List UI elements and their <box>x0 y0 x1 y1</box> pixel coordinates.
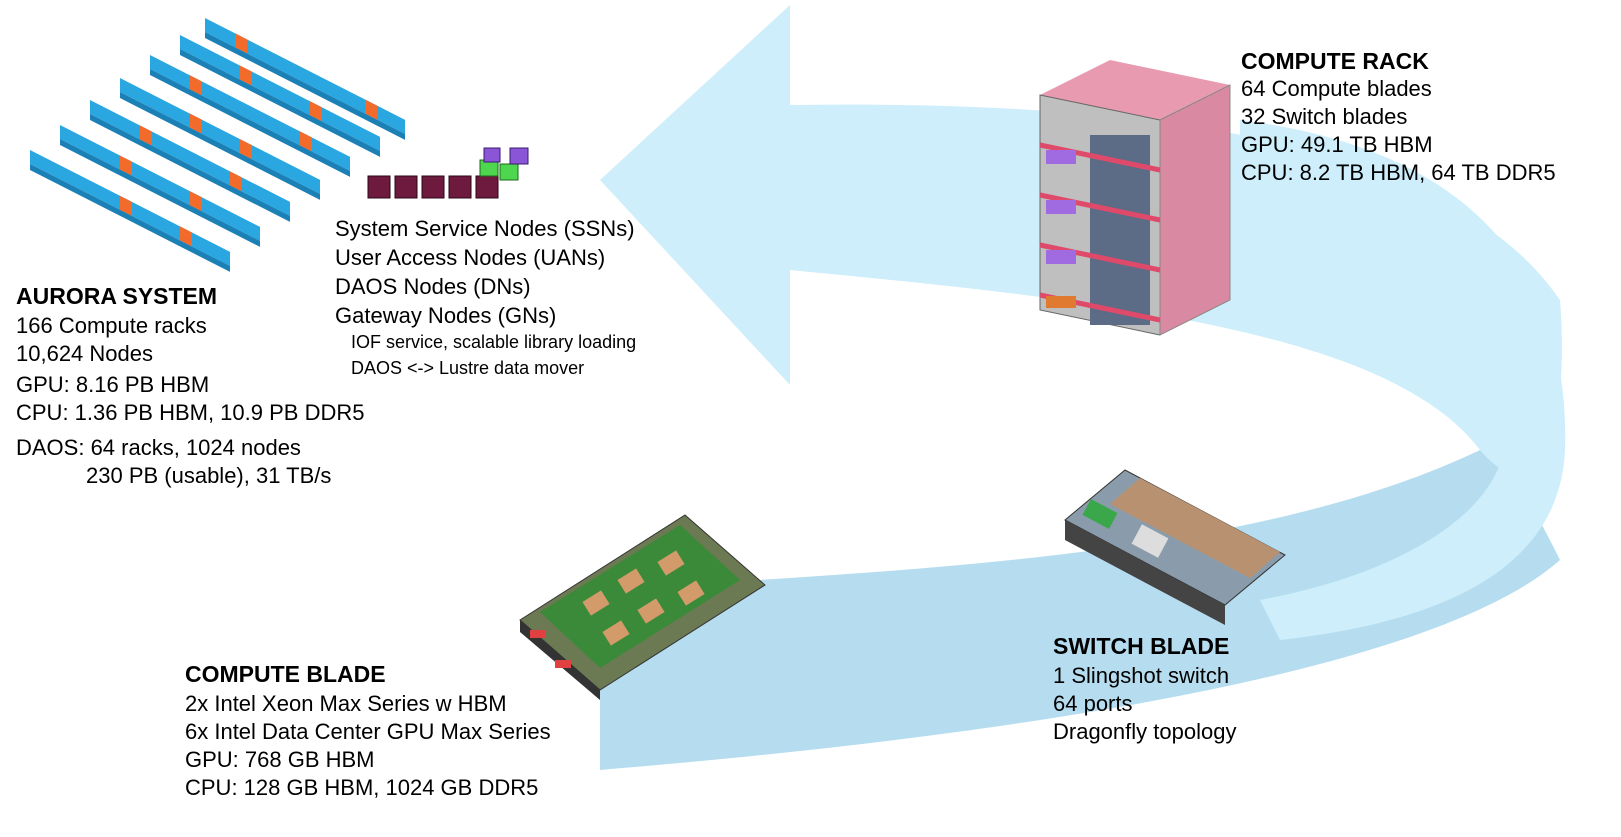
switch-blade-line: 1 Slingshot switch <box>1053 663 1230 688</box>
service-node-subline: DAOS <-> Lustre data mover <box>351 358 585 378</box>
compute-rack-line: 64 Compute blades <box>1241 76 1432 101</box>
aurora-system-line: GPU: 8.16 PB HBM <box>16 372 210 397</box>
switch-blade-illustration <box>1064 469 1286 625</box>
cycle-arrow-lower-band <box>600 450 1560 770</box>
aurora-system-line: 230 PB (usable), 31 TB/s <box>86 463 332 488</box>
compute-blade-title: COMPUTE BLADE <box>185 661 386 687</box>
service-node-line: DAOS Nodes (DNs) <box>335 274 531 299</box>
compute-blade-line: 6x Intel Data Center GPU Max Series <box>185 719 551 744</box>
service-node-line: System Service Nodes (SSNs) <box>335 216 635 241</box>
service-node-subline: IOF service, scalable library loading <box>351 332 637 352</box>
aurora-system-line: DAOS: 64 racks, 1024 nodes <box>16 435 301 460</box>
compute-rack-title: COMPUTE RACK <box>1241 48 1429 74</box>
service-node-line: User Access Nodes (UANs) <box>335 245 606 270</box>
aurora-system-line: 10,624 Nodes <box>16 341 153 366</box>
service-nodes-illustration <box>367 147 529 199</box>
compute-blade-line: GPU: 768 GB HBM <box>185 747 375 772</box>
aurora-system-title: AURORA SYSTEM <box>16 283 218 309</box>
aurora-system-line: 166 Compute racks <box>16 313 207 338</box>
compute-blade-illustration <box>519 514 766 700</box>
switch-blade-line: 64 ports <box>1053 691 1133 716</box>
switch-blade-title: SWITCH BLADE <box>1053 633 1230 659</box>
switch-blade-line: Dragonfly topology <box>1053 719 1237 744</box>
compute-rack-illustration <box>1039 60 1231 336</box>
compute-rack-line: CPU: 8.2 TB HBM, 64 TB DDR5 <box>1241 160 1556 185</box>
cycle-arrow-right-curve <box>1240 120 1566 640</box>
service-node-line: Gateway Nodes (GNs) <box>335 303 557 328</box>
compute-rack-line: 32 Switch blades <box>1241 104 1408 129</box>
compute-blade-line: CPU: 128 GB HBM, 1024 GB DDR5 <box>185 775 539 800</box>
compute-rack-line: GPU: 49.1 TB HBM <box>1241 132 1433 157</box>
aurora-system-line: CPU: 1.36 PB HBM, 10.9 PB DDR5 <box>16 400 365 425</box>
compute-blade-line: 2x Intel Xeon Max Series w HBM <box>185 691 507 716</box>
aurora-racks-illustration <box>30 18 405 272</box>
